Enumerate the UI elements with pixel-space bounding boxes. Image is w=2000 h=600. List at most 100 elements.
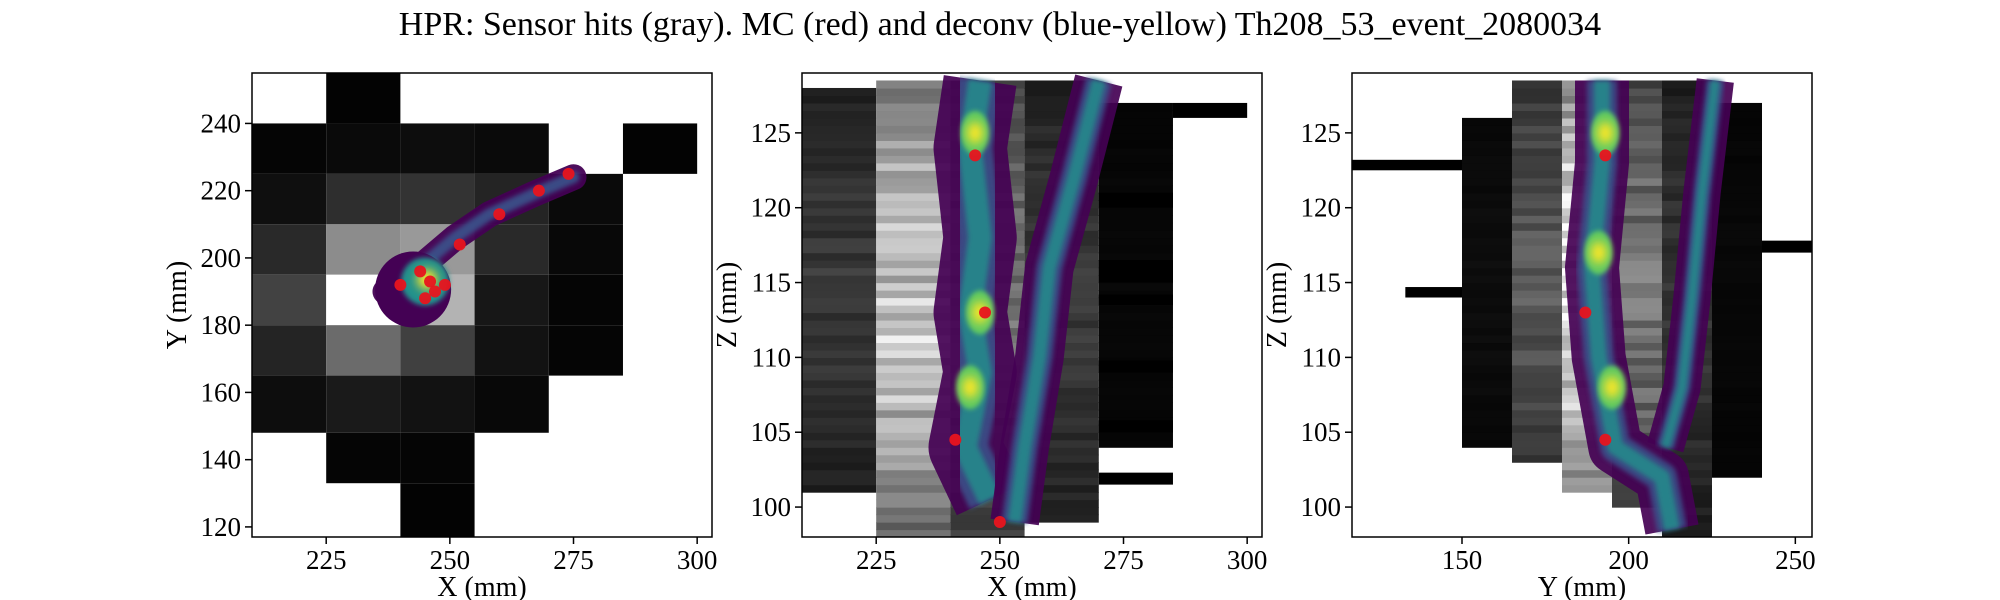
sensor-hit-cell: [876, 417, 951, 426]
panel-yz: 150 200 250 100 105 110 115 120 125 Y (mm) Z (mm): [1262, 72, 1816, 600]
sensor-hit-cell: [1098, 102, 1173, 112]
sensor-hit-cell: [1662, 80, 1712, 89]
sensor-hit-cell: [548, 224, 623, 275]
sensor-hit-cell: [1098, 132, 1173, 141]
deconv-track: [928, 74, 1123, 526]
sensor-hit-cell: [876, 155, 951, 164]
x-tick-label: 300: [1227, 545, 1268, 575]
axes: 225 250 275 300 120 140 160 180 200 220 240 X (mm) Y…: [162, 108, 717, 600]
sensor-hit-cell: [1612, 334, 1662, 344]
sensor-hit-cell: [876, 185, 951, 194]
sensor-hit-cell: [1512, 267, 1562, 276]
sensor-hit-cell: [1712, 192, 1762, 201]
sensor-hit-cell: [802, 237, 877, 246]
sensor-hit-cell: [1712, 394, 1762, 403]
sensor-hit-cell: [1024, 87, 1099, 97]
sensor-hit-stripe: [1098, 360, 1173, 373]
sensor-hit-cell: [1512, 177, 1562, 186]
sensor-hit-cell: [1024, 102, 1099, 112]
sensor-hit-cell: [1562, 484, 1612, 493]
sensor-hit-cell: [876, 305, 951, 314]
sensor-hit-cell: [802, 394, 877, 403]
sensor-hit-cell: [1462, 207, 1512, 216]
sensor-hit-stripe: [1172, 102, 1248, 118]
sensor-hit-cell: [1098, 147, 1173, 156]
sensor-hit-cell: [1662, 117, 1712, 126]
sensor-hit-cell: [1462, 364, 1512, 373]
sensor-hit-cell: [1462, 267, 1512, 276]
sensor-hit-cell: [1712, 305, 1762, 314]
sensor-hit-cell: [1512, 252, 1562, 261]
sensor-hit-cell: [474, 274, 549, 326]
x-axis-label: X (mm): [987, 572, 1076, 600]
sensor-hit-cell: [1712, 349, 1762, 358]
sensor-hit-cell: [1512, 245, 1562, 254]
sensor-hit-cell: [802, 177, 877, 186]
sensor-hit-cell: [876, 110, 951, 119]
sensor-hit-cell: [1462, 185, 1512, 194]
y-tick-label: 180: [201, 310, 242, 340]
y-tick-label: 115: [752, 268, 792, 298]
sensor-hit-cell: [876, 260, 951, 269]
sensor-hit-cell: [326, 73, 401, 124]
sensor-column: [876, 80, 951, 537]
sensor-hit-cell: [876, 267, 951, 276]
sensor-hit-cell: [1612, 252, 1662, 261]
sensor-hit-cell: [474, 375, 549, 433]
sensor-hit-cell: [1512, 147, 1562, 156]
deconv-track: [1565, 78, 1734, 535]
sensor-hit-cell: [1712, 147, 1762, 156]
sensor-hit-cell: [400, 123, 475, 174]
sensor-hit-cell: [1098, 140, 1173, 149]
sensor-hit-cell: [1612, 140, 1662, 149]
sensor-hit-cell: [1612, 349, 1662, 358]
sensor-hit-cell: [1024, 387, 1099, 396]
sensor-hit-cell: [876, 334, 951, 344]
sensor-hit-cell: [1462, 222, 1512, 231]
sensor-hit-cell: [802, 185, 877, 194]
sensor-hit-cell: [1462, 170, 1512, 179]
sensor-hit-cell: [802, 87, 877, 97]
sensor-hit-cell: [876, 290, 951, 299]
sensor-hit-cell: [876, 207, 951, 216]
y-tick-label: 125: [1301, 118, 1342, 148]
mc-point: [949, 433, 962, 446]
sensor-hit-cell: [876, 447, 951, 456]
sensor-hit-cell: [1512, 170, 1562, 179]
sensor-hit-cell: [1612, 327, 1662, 336]
mc-point: [993, 516, 1006, 529]
sensor-hit-cell: [1712, 170, 1762, 179]
sensor-hit-cell: [876, 484, 951, 493]
sensor-hit-cell: [1612, 290, 1662, 299]
sensor-hit-cell: [1512, 364, 1562, 373]
sensor-hit-cell: [802, 170, 877, 179]
sensor-hit-cell: [1098, 409, 1173, 418]
sensor-hit-cell: [1462, 432, 1512, 441]
x-tick-label: 250: [430, 545, 471, 575]
mc-point: [1579, 306, 1592, 319]
sensor-hit-cell: [1462, 424, 1512, 433]
sensor-hit-stripe: [1098, 420, 1173, 433]
sensor-hit-cell: [1462, 379, 1512, 388]
sensor-hit-cell: [1024, 462, 1099, 471]
sensor-hit-cell: [1562, 454, 1612, 463]
sensor-hit-cell: [1512, 102, 1562, 112]
sensor-hit-cell: [1612, 260, 1662, 269]
sensor-hit-cell: [876, 222, 951, 231]
sensor-hit-cell: [1024, 477, 1099, 486]
sensor-hit-cell: [802, 469, 877, 478]
sensor-hit-cell: [1712, 140, 1762, 149]
sensor-hit-cell: [1512, 379, 1562, 388]
sensor-hit-cell: [1712, 117, 1762, 126]
sensor-hit-cell: [1098, 379, 1173, 388]
sensor-hit-cell: [1098, 387, 1173, 396]
figure-title: HPR: Sensor hits (gray). MC (red) and de…: [398, 6, 1602, 43]
sensor-hit-cell: [1712, 125, 1762, 134]
sensor-hit-cell: [1462, 200, 1512, 209]
y-tick-label: 110: [1302, 342, 1342, 372]
mc-point: [419, 292, 432, 305]
sensor-hit-cell: [1662, 439, 1712, 448]
sensor-hit-cell: [400, 375, 475, 433]
sensor-hit-cell: [876, 132, 951, 141]
sensor-hit-stripe: [1098, 192, 1173, 208]
